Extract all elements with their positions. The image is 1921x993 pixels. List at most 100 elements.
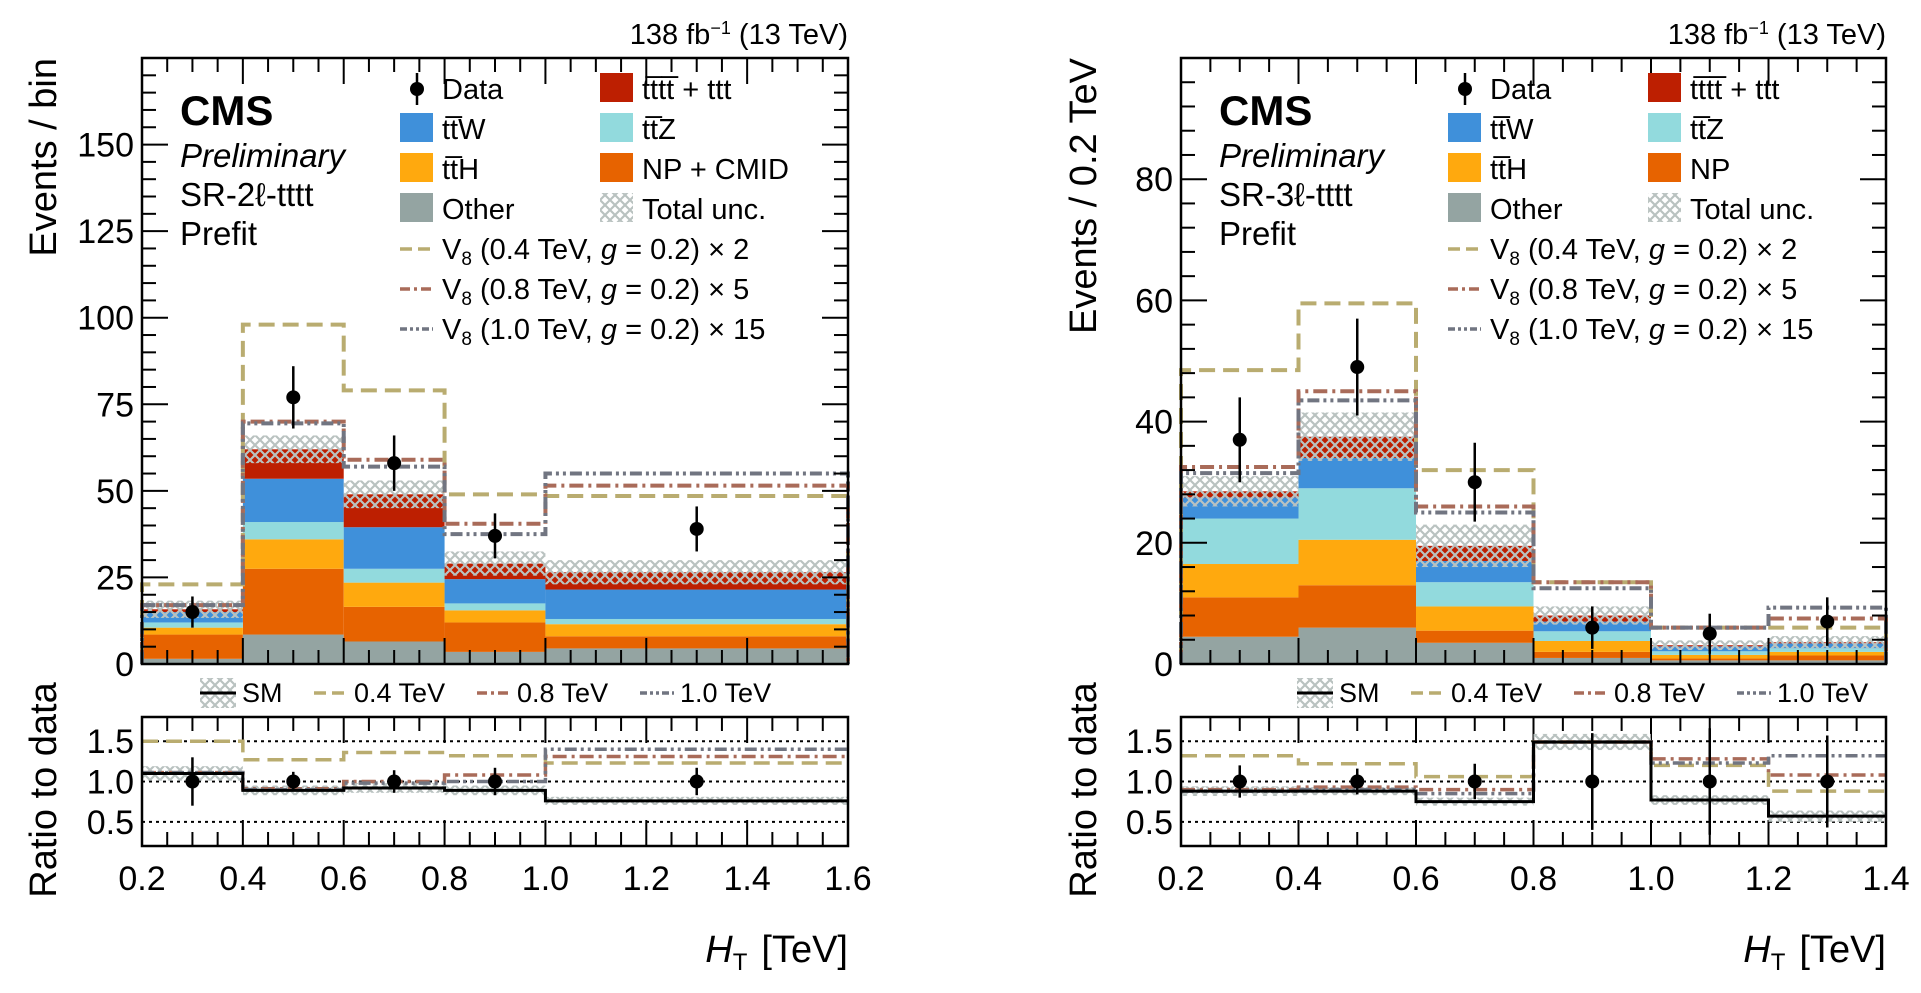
legend-label-unc: Total unc. <box>1690 194 1814 226</box>
stack-bar-ttZ <box>1181 518 1299 565</box>
ratio-legend-label: 1.0 TeV <box>680 678 771 708</box>
ratio-legend-label: 0.4 TeV <box>1451 678 1542 708</box>
y-tick-label: 0 <box>115 646 134 684</box>
ratio-y-axis-label: Ratio to data <box>23 681 65 897</box>
stack-bar-ttZ <box>1416 582 1534 607</box>
ratio-data-point <box>1232 774 1247 789</box>
ratio-legend-label: SM <box>1339 678 1380 708</box>
legend-swatch-ttH <box>1448 153 1481 182</box>
stack-bar-ttW <box>444 579 546 604</box>
legend: Data tt̅tt̅ + ttt tt̅W tt̅Z tt̅H NP + CMID Oth… <box>400 73 789 350</box>
data-point <box>286 390 301 405</box>
x-tick-label: 0.6 <box>320 860 367 898</box>
x-tick-label: 0.2 <box>1157 860 1204 898</box>
legend-label-ttW: tt̅W <box>1490 114 1534 146</box>
ratio-data-point <box>286 774 301 789</box>
ratio-legend: SM 0.4 TeV 0.8 TeV 1.0 TeV <box>1297 678 1868 708</box>
ratio-y-axis-label: Ratio to data <box>1063 681 1105 897</box>
x-tick-label: 0.2 <box>118 860 165 898</box>
stack-bar-NP <box>1298 585 1416 628</box>
legend-data-marker <box>1458 82 1472 96</box>
data-point <box>1820 614 1835 629</box>
legend-swatch-ttW <box>1448 113 1481 142</box>
y-tick-label: 50 <box>96 473 134 511</box>
left-panel: 138 fb−1 (13 TeV) Events / bin 0 25 50 75 10… <box>23 18 872 976</box>
stack-bar-ttH <box>343 582 445 607</box>
legend-label-V8_08: V8 (0.8 TeV, g = 0.2) × 5 <box>442 274 749 310</box>
data-point <box>1702 626 1717 641</box>
ratio-line-V8_04 <box>142 739 848 765</box>
fit-label: Prefit <box>180 215 257 252</box>
ratio-legend-label: SM <box>242 678 283 708</box>
total-unc-band <box>545 560 848 585</box>
x-tick-label: 1.6 <box>824 860 871 898</box>
legend-label-Other: Other <box>1490 194 1563 226</box>
legend-swatch-ttH <box>400 153 433 182</box>
cms-sublabel: Preliminary <box>180 137 348 174</box>
ratio-data-point <box>1585 774 1600 789</box>
data-point <box>1585 620 1600 635</box>
legend-label-tttt_ttt: tt̅tt̅ + ttt <box>1690 74 1779 106</box>
x-axis-label: HT [TeV] <box>1743 929 1886 976</box>
cms-label: CMS <box>1219 87 1312 134</box>
y-tick-label: 150 <box>77 127 134 165</box>
stack-bar-NP <box>545 636 848 649</box>
right-panel: 138 fb−1 (13 TeV) Events / 0.2 TeV 0 20 40… <box>1063 18 1910 976</box>
stack-bar-NP <box>242 568 344 635</box>
legend-label-data: Data <box>1490 74 1552 106</box>
legend-swatch-ttZ <box>600 113 633 142</box>
ratio-data-point <box>1350 774 1365 789</box>
x-tick-label: 0.8 <box>421 860 468 898</box>
x-tick-label: 1.0 <box>1627 860 1674 898</box>
legend-label-NP: NP <box>1690 154 1730 186</box>
y-tick-label: 80 <box>1135 161 1173 199</box>
legend-swatch-Other <box>1448 193 1481 222</box>
ratio-y-tick-label: 1.0 <box>87 764 134 802</box>
stack-bar-NP <box>1416 630 1534 643</box>
stack-bar-ttH <box>242 539 344 569</box>
stack-bar-ttZ <box>242 522 344 540</box>
data-point <box>387 456 402 471</box>
ratio-y-tick-label: 1.5 <box>1126 723 1173 761</box>
ratio-plot: 0.2 0.4 0.6 0.8 1.0 1.2 1.40.51.01.5 <box>1126 715 1910 898</box>
total-unc-band <box>1298 412 1416 461</box>
fit-label: Prefit <box>1219 215 1296 252</box>
y-tick-label: 0 <box>1154 646 1173 684</box>
ratio-y-tick-label: 0.5 <box>87 804 134 842</box>
ratio-frame <box>1179 715 1888 848</box>
legend-label-V8_04: V8 (0.4 TeV, g = 0.2) × 2 <box>1490 234 1797 270</box>
y-tick-label: 25 <box>96 559 134 597</box>
x-tick-label: 1.2 <box>1745 860 1792 898</box>
signal-line-V8_08 <box>1179 389 1888 664</box>
legend-label-ttH: tt̅H <box>442 154 479 186</box>
cms-label: CMS <box>180 87 273 134</box>
region-label: SR-3ℓ-tttt <box>1219 176 1353 213</box>
ratio-data-point <box>1702 774 1717 789</box>
y-tick-label: 40 <box>1135 404 1173 442</box>
data-point <box>185 605 200 620</box>
signal-line-V8_10 <box>1179 398 1888 664</box>
data-point <box>488 528 502 543</box>
stack-bar-ttZ <box>1298 488 1416 540</box>
legend-label-tttt_ttt: tt̅tt̅ + ttt <box>642 74 731 106</box>
ratio-data-point <box>387 774 402 789</box>
data-point <box>1350 360 1365 375</box>
legend-swatch-NP <box>600 153 633 182</box>
x-tick-label: 0.4 <box>1275 860 1322 898</box>
ratio-legend-label: 1.0 TeV <box>1777 678 1868 708</box>
ratio-line-sm <box>1181 740 1886 818</box>
x-tick-label: 1.0 <box>522 860 569 898</box>
ratio-legend-label: 0.8 TeV <box>1614 678 1705 708</box>
x-tick-label: 0.8 <box>1510 860 1557 898</box>
legend-label-V8_08: V8 (0.8 TeV, g = 0.2) × 5 <box>1490 274 1797 310</box>
x-tick-label: 1.4 <box>724 860 771 898</box>
legend-swatch-Other <box>400 193 433 222</box>
legend-swatch-unc <box>1648 193 1681 222</box>
stack-bar-ttH <box>1181 564 1299 598</box>
stack-bar-ttW <box>343 527 445 569</box>
stack-bar-ttW <box>1298 457 1416 489</box>
ratio-data-point <box>689 774 704 789</box>
lumi-label: 138 fb−1 (13 TeV) <box>630 18 848 51</box>
y-tick-label: 60 <box>1135 282 1173 320</box>
